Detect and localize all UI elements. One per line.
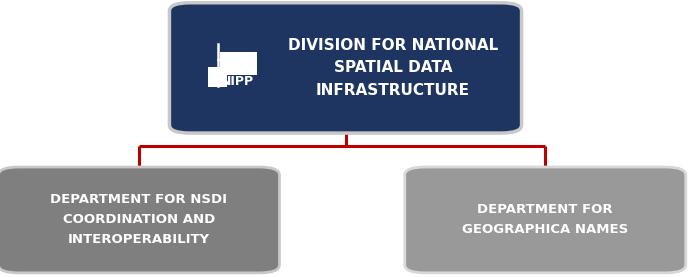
FancyBboxPatch shape	[405, 167, 685, 273]
FancyBboxPatch shape	[169, 3, 522, 133]
Text: DEPARTMENT FOR NSDI
COORDINATION AND
INTEROPERABILITY: DEPARTMENT FOR NSDI COORDINATION AND INT…	[50, 193, 227, 247]
FancyBboxPatch shape	[220, 52, 257, 75]
Text: DEPARTMENT FOR
GEOGRAPHICA NAMES: DEPARTMENT FOR GEOGRAPHICA NAMES	[462, 203, 628, 237]
FancyBboxPatch shape	[208, 67, 227, 87]
FancyBboxPatch shape	[0, 167, 279, 273]
Text: NIPP: NIPP	[220, 75, 254, 88]
Text: DIVISION FOR NATIONAL
SPATIAL DATA
INFRASTRUCTURE: DIVISION FOR NATIONAL SPATIAL DATA INFRA…	[287, 38, 498, 98]
